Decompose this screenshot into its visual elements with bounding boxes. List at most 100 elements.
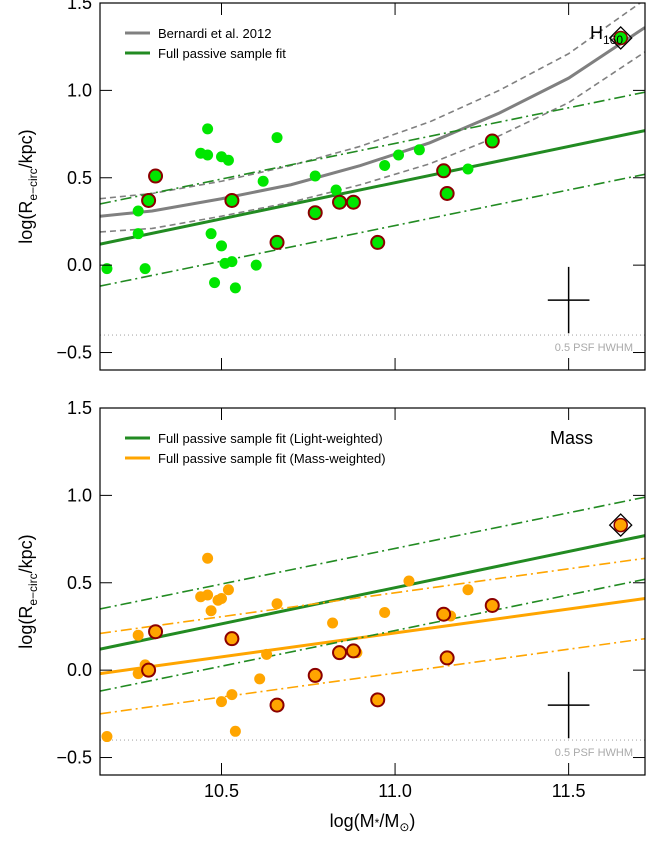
x-tick-label: 11.5 xyxy=(552,781,586,801)
point xyxy=(613,517,628,533)
point xyxy=(224,631,240,647)
fit-line xyxy=(100,91,645,205)
fit-line xyxy=(100,557,645,635)
y-tick-label: 0.0 xyxy=(67,255,92,275)
point xyxy=(224,192,240,208)
diamond-marker xyxy=(608,513,633,538)
y-tick-label: 0.5 xyxy=(67,573,92,593)
panel-label-part: 160 xyxy=(603,33,623,47)
point xyxy=(132,629,144,641)
x-tick-label: 11.0 xyxy=(378,781,412,801)
psf-label: 0.5 PSF HWHM xyxy=(555,747,633,759)
point xyxy=(209,277,221,289)
point xyxy=(257,175,269,187)
point xyxy=(332,194,348,210)
point xyxy=(212,594,224,606)
legend-label: Full passive sample fit (Light-weighted) xyxy=(158,431,383,446)
point xyxy=(307,205,323,221)
y-axis-label-part: /kpc) xyxy=(16,129,36,168)
point xyxy=(132,228,144,240)
point xyxy=(229,282,241,294)
point xyxy=(226,256,238,268)
fit-line xyxy=(100,534,645,651)
y-tick-label: 1.5 xyxy=(67,398,92,418)
point xyxy=(370,692,386,708)
fit-line xyxy=(100,26,645,218)
frame xyxy=(99,407,646,776)
point xyxy=(222,154,234,166)
point xyxy=(226,689,238,701)
y-tick-label: 0.5 xyxy=(67,168,92,188)
point xyxy=(202,149,214,161)
panel: 0.5 PSF HWHM −0.5 0.0 0.5 1.0 1.5 log(Re−circ/… xyxy=(16,0,646,371)
point xyxy=(269,697,285,713)
point xyxy=(101,731,113,743)
point xyxy=(370,234,386,250)
fit-line xyxy=(100,3,642,200)
point xyxy=(332,645,348,661)
point xyxy=(439,185,455,201)
fit-line xyxy=(100,578,645,692)
point xyxy=(484,597,500,613)
point xyxy=(254,673,266,685)
point xyxy=(271,132,283,144)
point xyxy=(439,650,455,666)
point xyxy=(250,259,262,271)
point xyxy=(403,575,415,587)
plot-area xyxy=(100,3,645,336)
point xyxy=(261,648,273,660)
point xyxy=(202,589,214,601)
panel-label: H160 xyxy=(590,23,623,47)
frame xyxy=(99,2,646,371)
point xyxy=(327,617,339,629)
point xyxy=(436,163,452,179)
point xyxy=(269,234,285,250)
fit-line xyxy=(100,637,645,715)
point xyxy=(462,163,474,175)
point xyxy=(393,149,405,161)
plot-area xyxy=(100,496,645,743)
panel: 0.5 PSF HWHM −0.5 0.0 0.5 1.0 1.5 10.5 11.0 11.5… xyxy=(16,398,646,834)
x-axis-label-part: ) xyxy=(409,811,415,831)
point xyxy=(330,184,342,196)
point xyxy=(413,144,425,156)
legend-label: Full passive sample fit xyxy=(158,46,286,61)
point xyxy=(148,624,164,640)
point xyxy=(139,263,151,275)
y-tick-label: 1.0 xyxy=(67,485,92,505)
x-tick-label: 10.5 xyxy=(204,781,239,801)
x-axis-label: log(M*/M⊙) xyxy=(330,811,416,834)
point xyxy=(148,168,164,184)
panel-label-part: Mass xyxy=(550,428,593,448)
point xyxy=(271,598,283,610)
x-axis-label-part: log(M xyxy=(330,811,375,831)
y-tick-label: −0.5 xyxy=(56,343,92,363)
fit-line xyxy=(100,173,645,287)
point xyxy=(613,30,628,46)
fit-line xyxy=(100,496,645,610)
point xyxy=(309,170,321,182)
x-axis-label-part: * xyxy=(375,816,380,830)
y-axis-label-part: /kpc) xyxy=(16,534,36,573)
x-axis-label-part: ⊙ xyxy=(399,820,409,834)
point xyxy=(202,123,214,135)
panel-label-part: H xyxy=(590,23,603,43)
x-axis-label-part: /M xyxy=(379,811,399,831)
point xyxy=(222,584,234,596)
point xyxy=(141,192,157,208)
point xyxy=(215,240,227,252)
point xyxy=(229,725,241,737)
panel-label: Mass xyxy=(550,428,593,448)
y-tick-label: 1.0 xyxy=(67,80,92,100)
y-axis-label-part: log(R xyxy=(16,606,36,649)
point xyxy=(141,662,157,678)
y-axis-label-part: log(R xyxy=(16,201,36,244)
legend-label: Full passive sample fit (Mass-weighted) xyxy=(158,451,386,466)
y-tick-label: 0.0 xyxy=(67,660,92,680)
y-axis-label-part: e−circ xyxy=(26,168,40,200)
point xyxy=(132,668,144,680)
point xyxy=(101,263,113,275)
point xyxy=(307,667,323,683)
point xyxy=(202,552,214,564)
